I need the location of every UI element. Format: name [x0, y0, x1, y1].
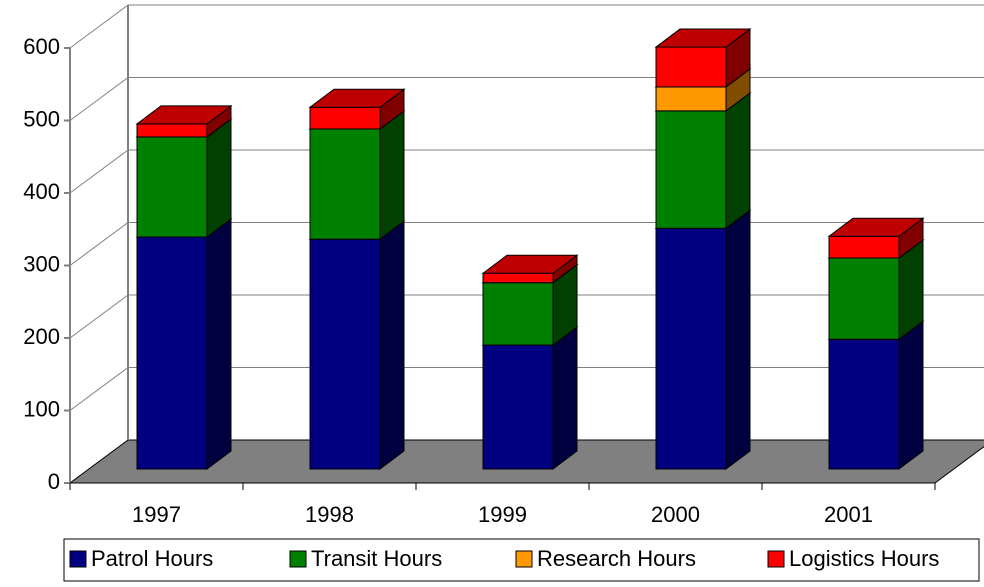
- y-tick-label: 400: [23, 179, 60, 204]
- grid-line: [69, 294, 129, 339]
- legend-label: Patrol Hours: [91, 546, 213, 571]
- legend-marker: [69, 550, 87, 568]
- grid-line: [69, 222, 129, 266]
- bar-top: [308, 88, 406, 108]
- bar-top: [827, 217, 925, 237]
- x-tick-label: 2000: [651, 502, 700, 527]
- y-tick-label: 600: [23, 34, 60, 59]
- legend-label: Research Hours: [537, 546, 696, 571]
- bar-segment: [136, 236, 208, 470]
- bar-segment: [309, 238, 381, 470]
- bar-segment: [136, 136, 208, 238]
- bar-segment: [482, 344, 554, 470]
- legend-marker: [515, 550, 533, 568]
- bar-top: [481, 254, 579, 274]
- bar-segment: [828, 235, 900, 259]
- bar-segment: [655, 110, 727, 229]
- bar-side: [725, 91, 751, 230]
- bar-segment: [309, 106, 381, 130]
- grid-line: [69, 149, 129, 194]
- legend-marker: [767, 550, 785, 568]
- legend-marker: [289, 550, 307, 568]
- legend-label: Logistics Hours: [789, 546, 939, 571]
- x-tick-label: 1998: [305, 502, 354, 527]
- grid-line: [69, 4, 129, 49]
- bar-segment: [136, 123, 208, 138]
- bar-segment: [655, 227, 727, 470]
- grid-line: [69, 367, 129, 411]
- x-tick-label: 2001: [824, 502, 873, 527]
- bar-segment: [309, 128, 381, 240]
- bar-side: [725, 209, 751, 470]
- bar-segment: [655, 86, 727, 112]
- legend-label: Transit Hours: [311, 546, 442, 571]
- bar-side: [898, 320, 924, 470]
- y-tick-label: 500: [23, 106, 60, 131]
- bar-segment: [482, 282, 554, 346]
- bar-side: [379, 220, 405, 470]
- bar-segment: [828, 257, 900, 340]
- bar-side: [206, 117, 232, 238]
- y-tick-label: 0: [48, 469, 60, 494]
- bar-side: [552, 326, 578, 470]
- bar-segment: [655, 46, 727, 88]
- bar-segment: [828, 338, 900, 470]
- y-tick-label: 300: [23, 251, 60, 276]
- bar-segment: [482, 272, 554, 284]
- y-tick-label: 100: [23, 396, 60, 421]
- x-tick-label: 1997: [132, 502, 181, 527]
- bar-side: [206, 218, 232, 470]
- bar-top: [654, 28, 752, 48]
- x-tick-label: 1999: [478, 502, 527, 527]
- grid-line: [69, 77, 129, 121]
- bar-top: [135, 105, 233, 125]
- y-tick-label: 200: [23, 324, 60, 349]
- bar-side: [379, 109, 405, 241]
